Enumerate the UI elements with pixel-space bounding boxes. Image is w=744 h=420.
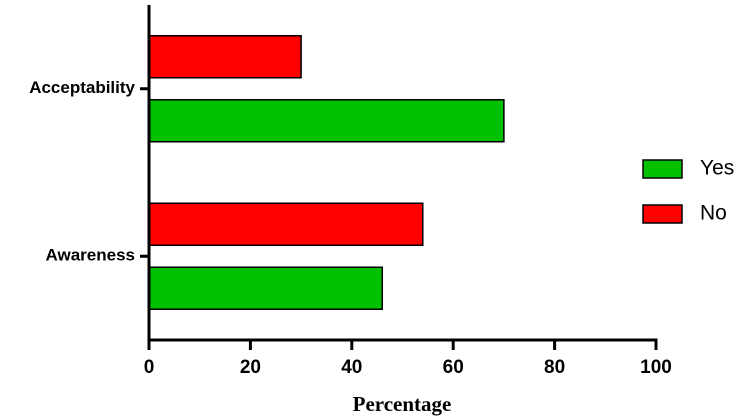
y-tick-label: Awareness bbox=[46, 246, 135, 265]
bar bbox=[148, 35, 302, 79]
bar bbox=[148, 266, 383, 310]
bar bbox=[148, 202, 424, 246]
x-tick-label: 20 bbox=[240, 357, 261, 378]
y-tick-label: Acceptability bbox=[29, 78, 135, 97]
legend-label: No bbox=[700, 202, 727, 225]
x-tick-label: 80 bbox=[544, 357, 565, 378]
legend-swatch bbox=[642, 159, 683, 179]
x-tick-label: 100 bbox=[640, 357, 672, 378]
x-axis-label: Percentage bbox=[353, 392, 452, 416]
x-tick-label: 40 bbox=[341, 357, 362, 378]
legend-label: Yes bbox=[700, 157, 734, 180]
x-tick-label: 60 bbox=[443, 357, 464, 378]
bar bbox=[148, 99, 505, 143]
x-tick-label: 0 bbox=[144, 357, 155, 378]
legend-swatch bbox=[642, 204, 683, 224]
